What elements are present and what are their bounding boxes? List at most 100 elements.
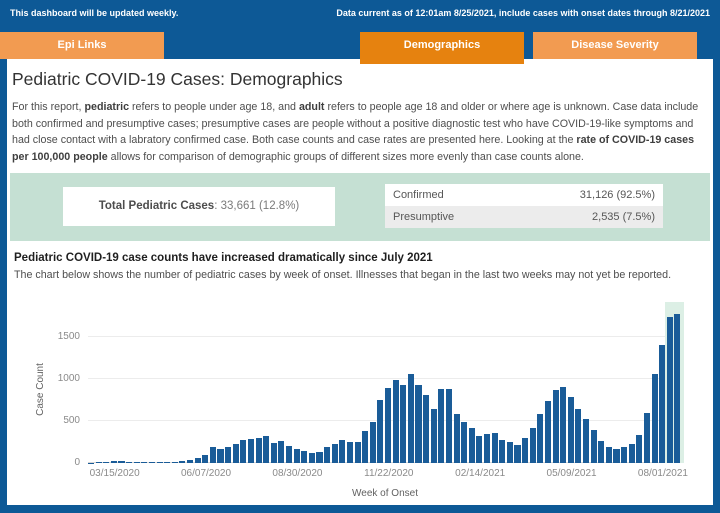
- x-tick-label: 08/01/2021: [637, 468, 688, 479]
- x-tick-label: 11/22/2020: [364, 468, 414, 479]
- update-frequency-note: This dashboard will be updated weekly.: [10, 8, 179, 18]
- case-count-bar[interactable]: [331, 443, 338, 463]
- case-count-bar[interactable]: [430, 409, 437, 463]
- case-count-bar[interactable]: [369, 421, 376, 463]
- table-row-confirmed[interactable]: Confirmed 31,126 (92.5%): [385, 184, 663, 206]
- case-count-bar[interactable]: [468, 428, 475, 463]
- case-count-bar[interactable]: [407, 374, 414, 463]
- case-count-bar[interactable]: [567, 397, 574, 463]
- case-count-bar[interactable]: [537, 414, 544, 463]
- intro-text-segment: refers to people age 18 and older or whe…: [12, 101, 699, 147]
- case-count-bar[interactable]: [583, 419, 590, 463]
- case-count-bar[interactable]: [605, 447, 612, 463]
- case-count-bar[interactable]: [126, 461, 133, 463]
- case-count-bar[interactable]: [643, 412, 650, 463]
- case-count-bar[interactable]: [514, 445, 521, 463]
- case-count-bar[interactable]: [445, 388, 452, 463]
- gridline: [88, 378, 682, 380]
- presumptive-value: 2,535 (7.5%): [592, 211, 655, 223]
- intro-text-segment: adult: [298, 101, 325, 113]
- intro-text-segment: refers to people under age 18, and: [129, 101, 299, 113]
- case-count-bar[interactable]: [598, 441, 605, 463]
- tab-demographics[interactable]: Demographics: [360, 32, 524, 64]
- case-count-bar[interactable]: [209, 447, 216, 463]
- case-count-bar[interactable]: [95, 462, 102, 463]
- tab-disease-severity[interactable]: Disease Severity: [533, 32, 697, 59]
- case-count-bar[interactable]: [362, 431, 369, 463]
- x-tick-label: 05/09/2021: [546, 468, 597, 479]
- case-count-bar[interactable]: [141, 462, 148, 463]
- case-count-bar[interactable]: [415, 384, 422, 463]
- case-count-bar[interactable]: [628, 443, 635, 463]
- case-count-bar[interactable]: [354, 441, 361, 463]
- case-count-bar[interactable]: [522, 437, 529, 463]
- case-count-bar[interactable]: [377, 400, 384, 463]
- y-tick-label: 0: [74, 457, 80, 468]
- case-count-bar[interactable]: [453, 414, 460, 463]
- table-row-presumptive[interactable]: Presumptive 2,535 (7.5%): [385, 206, 663, 228]
- case-count-bar[interactable]: [621, 447, 628, 463]
- case-count-bar[interactable]: [103, 461, 110, 463]
- case-count-bar[interactable]: [666, 316, 673, 463]
- case-count-bar[interactable]: [461, 421, 468, 463]
- case-count-bar[interactable]: [278, 441, 285, 463]
- chart-heading: Pediatric COVID-19 case counts have incr…: [14, 252, 433, 264]
- case-count-bar[interactable]: [346, 441, 353, 463]
- case-count-bar[interactable]: [438, 388, 445, 463]
- case-count-bar[interactable]: [506, 441, 513, 463]
- case-count-bar[interactable]: [301, 450, 308, 463]
- case-count-bar[interactable]: [552, 390, 559, 463]
- data-currency-note: Data current as of 12:01am 8/25/2021, in…: [336, 8, 710, 18]
- case-count-bar[interactable]: [674, 313, 681, 463]
- case-count-bar[interactable]: [187, 460, 194, 463]
- case-count-bar[interactable]: [339, 439, 346, 463]
- case-count-bar[interactable]: [499, 439, 506, 463]
- case-count-bar[interactable]: [133, 462, 140, 463]
- case-count-bar[interactable]: [613, 448, 620, 463]
- case-count-bar[interactable]: [560, 387, 567, 463]
- case-count-bar[interactable]: [232, 443, 239, 463]
- case-count-bar[interactable]: [164, 461, 171, 463]
- case-count-bar[interactable]: [484, 433, 491, 463]
- case-count-bar[interactable]: [179, 461, 186, 463]
- case-count-bar[interactable]: [247, 439, 254, 463]
- y-axis-title: Case Count: [34, 363, 46, 416]
- intro-text-segment: pediatric: [84, 101, 130, 113]
- case-count-bar[interactable]: [636, 435, 643, 463]
- case-count-bar[interactable]: [110, 461, 117, 463]
- case-count-bar[interactable]: [544, 400, 551, 463]
- case-count-bar[interactable]: [476, 436, 483, 463]
- case-count-bar[interactable]: [217, 448, 224, 463]
- case-count-bar[interactable]: [118, 461, 125, 463]
- confirmed-label: Confirmed: [393, 189, 444, 201]
- y-tick-label: 1500: [57, 331, 80, 343]
- case-count-bar[interactable]: [148, 462, 155, 463]
- case-count-bar[interactable]: [202, 455, 209, 463]
- case-count-bar[interactable]: [423, 394, 430, 463]
- tab-epi-links[interactable]: Epi Links: [0, 32, 164, 59]
- case-count-bar[interactable]: [225, 447, 232, 463]
- case-count-bar[interactable]: [385, 388, 392, 463]
- case-count-bar[interactable]: [491, 432, 498, 463]
- case-count-bar[interactable]: [651, 373, 658, 463]
- case-count-bar[interactable]: [400, 385, 407, 463]
- confirmed-presumptive-table: Confirmed 31,126 (92.5%) Presumptive 2,5…: [385, 184, 663, 228]
- summary-band: Total Pediatric Cases: 33,661 (12.8%) Co…: [10, 173, 710, 241]
- case-count-bar[interactable]: [590, 430, 597, 463]
- case-count-bar[interactable]: [392, 380, 399, 463]
- case-count-bar[interactable]: [308, 452, 315, 463]
- case-count-bar[interactable]: [286, 446, 293, 463]
- case-count-bar[interactable]: [293, 448, 300, 463]
- case-count-bar[interactable]: [324, 447, 331, 463]
- case-count-bar[interactable]: [270, 442, 277, 463]
- case-count-bar[interactable]: [171, 461, 178, 463]
- case-count-bar[interactable]: [659, 345, 666, 463]
- case-count-bar[interactable]: [575, 409, 582, 463]
- case-count-bar[interactable]: [316, 452, 323, 463]
- case-count-bar[interactable]: [263, 436, 270, 463]
- case-count-bar[interactable]: [156, 461, 163, 463]
- case-count-bar[interactable]: [240, 440, 247, 463]
- case-count-bar[interactable]: [255, 437, 262, 463]
- case-count-bar[interactable]: [194, 458, 201, 463]
- case-count-bar[interactable]: [529, 427, 536, 463]
